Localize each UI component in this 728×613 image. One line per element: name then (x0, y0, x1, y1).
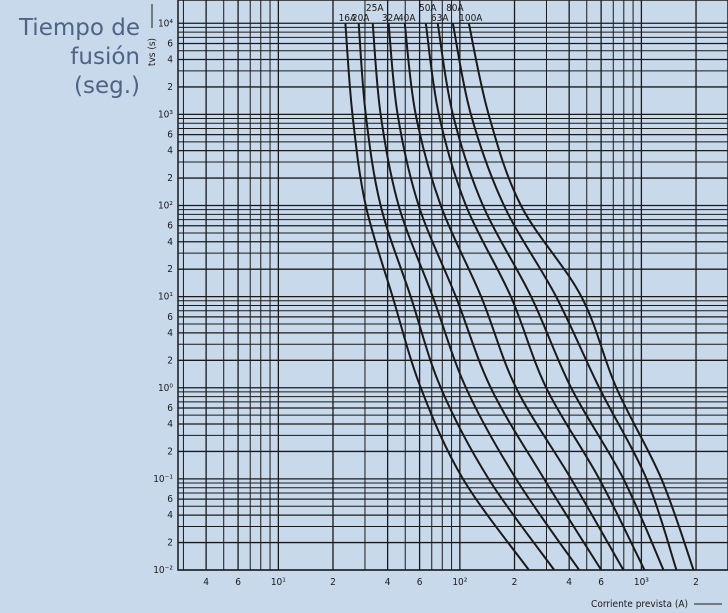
x-tick-label: 6 (598, 577, 604, 588)
fuse-curve (344, 23, 530, 571)
curve-label: 32A (382, 13, 400, 24)
y-tick-label: 2 (167, 538, 173, 549)
y-tick-label: 2 (167, 264, 173, 275)
fuse-curve (357, 23, 556, 571)
fuse-curve (451, 23, 678, 571)
x-tick-label: 10¹ (271, 577, 286, 588)
fuse-curve (436, 23, 665, 571)
y-tick-label: 2 (167, 82, 173, 93)
x-tick-label: 2 (693, 577, 699, 588)
y-tick-label: 10⁻² (153, 565, 173, 576)
y-axis-label: tvs (s) (147, 38, 158, 66)
fuse-curve (387, 23, 603, 571)
y-tick-label: 10² (158, 201, 173, 212)
y-tick-label: 10⁰ (158, 383, 173, 394)
x-tick-label: 4 (385, 577, 391, 588)
y-tick-label: 6 (167, 221, 173, 232)
y-tick-label: 6 (167, 38, 173, 49)
y-tick-label: 4 (167, 419, 173, 430)
fuse-curve (467, 23, 695, 571)
curve-label: 25A (366, 3, 384, 14)
curve-label: 100A (459, 13, 483, 24)
chart-title: Tiempo de fusión (seg.) (18, 15, 140, 99)
x-tick-label: 10² (452, 577, 467, 588)
x-tick-label: 4 (203, 577, 209, 588)
curve-label: 80A (446, 3, 464, 14)
fuse-curve (403, 23, 625, 571)
y-tick-label: 4 (167, 510, 173, 521)
y-tick-label: 6 (167, 494, 173, 505)
fuse-curve (371, 23, 580, 571)
y-tick-label: 2 (167, 446, 173, 457)
y-tick-label: 10³ (158, 109, 173, 120)
x-tick-label: 6 (235, 577, 241, 588)
x-tick-label: 2 (512, 577, 518, 588)
x-tick-label: 10³ (634, 577, 649, 588)
x-tick-label: 4 (566, 577, 572, 588)
y-tick-label: 2 (167, 355, 173, 366)
x-tick-label: 6 (417, 577, 423, 588)
y-tick-label: 4 (167, 237, 173, 248)
y-tick-label: 6 (167, 312, 173, 323)
curve-label: 50A (419, 3, 437, 14)
curve-label: 40A (398, 13, 416, 24)
curve-label: 63A (431, 13, 449, 24)
y-tick-label: 4 (167, 146, 173, 157)
fuse-curve (424, 23, 646, 571)
x-axis-label: Corriente prevista (A) (591, 599, 688, 610)
y-tick-label: 2 (167, 173, 173, 184)
y-tick-label: 6 (167, 130, 173, 141)
curve-label: 20A (352, 13, 370, 24)
y-tick-label: 10¹ (158, 292, 173, 303)
y-tick-label: 10⁴ (158, 18, 173, 29)
y-tick-label: 6 (167, 403, 173, 414)
x-tick-label: 2 (330, 577, 336, 588)
y-tick-label: 10⁻¹ (153, 474, 173, 485)
y-tick-label: 4 (167, 328, 173, 339)
curve-label: 16A (339, 13, 357, 24)
y-tick-label: 4 (167, 55, 173, 66)
